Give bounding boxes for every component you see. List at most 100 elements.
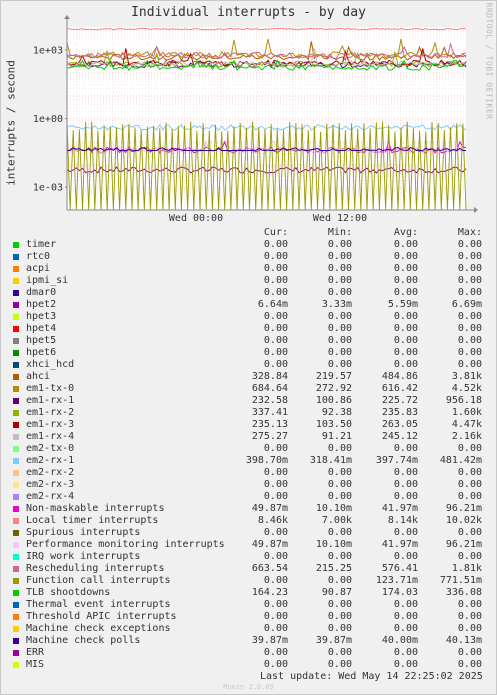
- legend-swatch: [13, 446, 19, 452]
- legend-value-avg: 40.00m: [381, 635, 418, 646]
- legend-swatch: [13, 614, 19, 620]
- legend-value-cur: 0.00: [263, 287, 288, 298]
- legend-value-cur: 684.64: [251, 383, 288, 394]
- legend-value-cur: 0.00: [263, 311, 288, 322]
- legend-value-max: 0.00: [457, 599, 482, 610]
- series-line-em1-rx-4: [66, 48, 467, 68]
- legend-row: hpet4 0.00 0.00 0.00 0.00: [10, 323, 492, 335]
- legend-value-avg: 0.00: [393, 251, 418, 262]
- legend-value-avg: 0.00: [393, 323, 418, 334]
- legend-value-avg: 0.00: [393, 599, 418, 610]
- legend-value-min: 0.00: [327, 323, 352, 334]
- legend-swatch: [13, 266, 19, 272]
- last-update: Last update: Wed May 14 22:25:02 2025: [260, 671, 483, 682]
- legend-row: ERR 0.00 0.00 0.00 0.00: [10, 647, 492, 659]
- legend-value-avg: 0.00: [393, 239, 418, 250]
- legend-header-min: Min:: [327, 227, 352, 238]
- legend-swatch: [13, 434, 19, 440]
- legend-row: IRQ work interrupts 0.00 0.00 0.00 0.00: [10, 551, 492, 563]
- legend-swatch: [13, 662, 19, 668]
- legend-series-name: hpet2: [26, 299, 57, 310]
- legend-value-min: 91.21: [321, 431, 352, 442]
- legend-swatch: [13, 602, 19, 608]
- legend-value-cur: 0.00: [263, 491, 288, 502]
- legend-header-max: Max:: [457, 227, 482, 238]
- legend-swatch: [13, 626, 19, 632]
- legend-value-avg: 0.00: [393, 311, 418, 322]
- legend-value-avg: 5.59m: [387, 299, 418, 310]
- legend-row: ipmi_si 0.00 0.00 0.00 0.00: [10, 275, 492, 287]
- legend-value-cur: 337.41: [251, 407, 288, 418]
- legend-value-min: 0.00: [327, 575, 352, 586]
- legend-swatch: [13, 458, 19, 464]
- legend-series-name: em1-tx-0: [26, 383, 75, 394]
- legend-value-min: 0.00: [327, 551, 352, 562]
- legend-value-min: 0.00: [327, 311, 352, 322]
- legend-value-max: 10.02k: [445, 515, 482, 526]
- legend-value-max: 1.60k: [451, 407, 482, 418]
- legend-row: em2-rx-4 0.00 0.00 0.00 0.00: [10, 491, 492, 503]
- legend-value-cur: 0.00: [263, 647, 288, 658]
- legend-value-avg: 0.00: [393, 659, 418, 670]
- y-tick-label: 1e-03: [33, 183, 63, 194]
- legend-value-min: 100.86: [315, 395, 352, 406]
- legend-value-max: 4.52k: [451, 383, 482, 394]
- legend-swatch: [13, 302, 19, 308]
- legend-value-cur: 0.00: [263, 275, 288, 286]
- legend-swatch: [13, 638, 19, 644]
- legend-series-name: ipmi_si: [26, 275, 69, 286]
- legend-row: hpet6 0.00 0.00 0.00 0.00: [10, 347, 492, 359]
- legend-value-avg: 0.00: [393, 359, 418, 370]
- legend-value-avg: 174.03: [381, 587, 418, 598]
- legend-series-name: em2-rx-1: [26, 455, 75, 466]
- legend-value-max: 0.00: [457, 311, 482, 322]
- y-tick-label: 1e+00: [33, 114, 63, 125]
- legend-row: timer 0.00 0.00 0.00 0.00: [10, 239, 492, 251]
- legend-value-cur: 0.00: [263, 359, 288, 370]
- legend-series-name: IRQ work interrupts: [26, 551, 141, 562]
- legend-value-avg: 0.00: [393, 611, 418, 622]
- legend-series-name: em1-rx-3: [26, 419, 75, 430]
- legend-value-min: 0.00: [327, 467, 352, 478]
- legend-value-min: 103.50: [315, 419, 352, 430]
- legend-value-max: 0.00: [457, 347, 482, 358]
- legend-row: em1-rx-1 232.58 100.86 225.72 956.18: [10, 395, 492, 407]
- legend-value-avg: 0.00: [393, 443, 418, 454]
- legend-row: Rescheduling interrupts 663.54 215.25 576.4…: [10, 563, 492, 575]
- legend-series-name: acpi: [26, 263, 51, 274]
- legend-value-avg: 0.00: [393, 527, 418, 538]
- legend-value-cur: 0.00: [263, 443, 288, 454]
- legend-value-max: 96.21m: [445, 539, 482, 550]
- legend-row: em2-tx-0 0.00 0.00 0.00 0.00: [10, 443, 492, 455]
- legend-series-name: em1-rx-4: [26, 431, 75, 442]
- series-line-em1-tx-0: [66, 38, 467, 59]
- legend-value-max: 96.21m: [445, 503, 482, 514]
- legend-value-cur: 663.54: [251, 563, 288, 574]
- legend-swatch: [13, 470, 19, 476]
- legend-row: em1-rx-3 235.13 103.50 263.05 4.47k: [10, 419, 492, 431]
- legend-value-min: 0.00: [327, 623, 352, 634]
- legend-row: Local timer interrupts 8.46k 7.00k 8.14k 10.…: [10, 515, 492, 527]
- legend-series-name: Threshold APIC interrupts: [26, 611, 177, 622]
- legend-value-cur: 0.00: [263, 335, 288, 346]
- legend-swatch: [13, 350, 19, 356]
- y-axis-arrow: [64, 15, 70, 19]
- legend-series-name: ahci: [26, 371, 51, 382]
- legend-series-name: hpet4: [26, 323, 57, 334]
- legend-swatch: [13, 530, 19, 536]
- legend-value-max: 956.18: [445, 395, 482, 406]
- legend-value-max: 0.00: [457, 239, 482, 250]
- legend-value-max: 0.00: [457, 275, 482, 286]
- legend-value-max: 4.47k: [451, 419, 482, 430]
- legend-value-avg: 235.83: [381, 407, 418, 418]
- legend-swatch: [13, 482, 19, 488]
- legend-swatch: [13, 554, 19, 560]
- legend-value-max: 0.00: [457, 611, 482, 622]
- plot-area: 1e-03 1e+00 1e+03 Wed 00:00 Wed 12:00: [33, 15, 478, 224]
- legend-row: Performance monitoring interrupts 49.87m 1…: [10, 539, 492, 551]
- legend-value-min: 10.10m: [315, 539, 352, 550]
- legend-swatch: [13, 590, 19, 596]
- legend-swatch: [13, 578, 19, 584]
- legend-value-max: 0.00: [457, 443, 482, 454]
- legend-value-min: 0.00: [327, 239, 352, 250]
